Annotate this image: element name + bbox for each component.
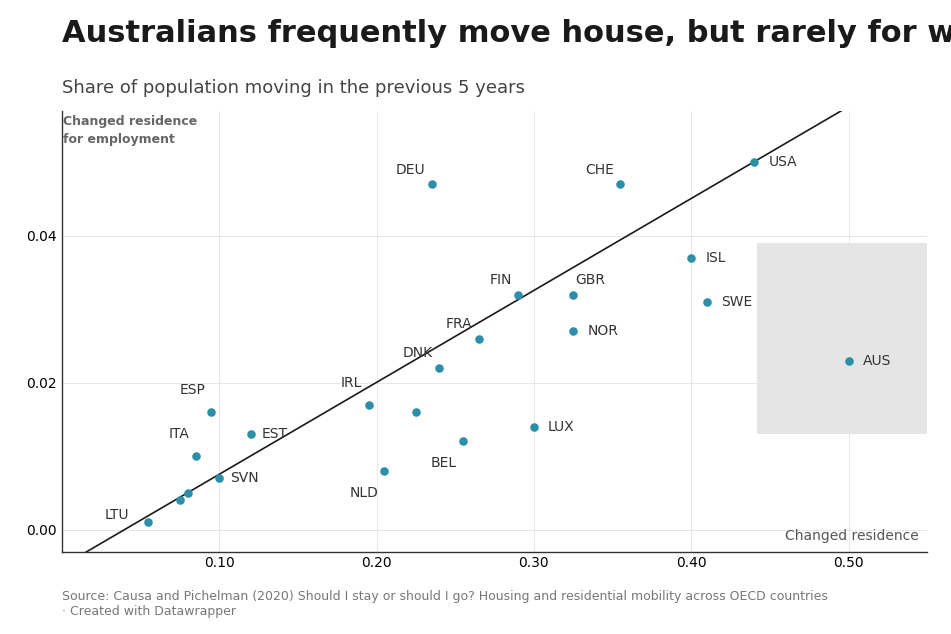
Point xyxy=(141,517,156,527)
Point xyxy=(172,495,187,505)
Text: FIN: FIN xyxy=(490,273,512,287)
Point xyxy=(526,422,541,432)
Text: SWE: SWE xyxy=(721,295,752,309)
Text: LTU: LTU xyxy=(105,508,129,522)
Text: Changed residence: Changed residence xyxy=(785,529,919,543)
Text: NOR: NOR xyxy=(588,324,618,339)
Text: EST: EST xyxy=(262,427,287,441)
Text: LUX: LUX xyxy=(548,420,574,434)
Point xyxy=(456,436,471,446)
Text: DEU: DEU xyxy=(396,163,425,177)
Text: BEL: BEL xyxy=(431,456,456,470)
Text: USA: USA xyxy=(768,155,797,169)
Text: IRL: IRL xyxy=(341,376,362,390)
Point xyxy=(361,399,377,410)
Text: DNK: DNK xyxy=(403,346,433,360)
Point xyxy=(204,407,219,417)
Text: Share of population moving in the previous 5 years: Share of population moving in the previo… xyxy=(62,79,525,97)
Point xyxy=(747,157,762,167)
Text: Source: Causa and Pichelman (2020) Should I stay or should I go? Housing and res: Source: Causa and Pichelman (2020) Shoul… xyxy=(62,590,827,618)
Point xyxy=(424,179,439,190)
Text: ESP: ESP xyxy=(179,383,205,397)
Point xyxy=(471,333,486,344)
Point xyxy=(566,327,581,337)
Point xyxy=(377,466,392,476)
Text: AUS: AUS xyxy=(863,354,891,368)
Point xyxy=(566,290,581,300)
Text: Australians frequently move house, but rarely for work: Australians frequently move house, but r… xyxy=(62,19,951,48)
Point xyxy=(408,407,423,417)
Text: CHE: CHE xyxy=(585,163,614,177)
Point xyxy=(243,429,259,439)
Text: Changed residence
for employment: Changed residence for employment xyxy=(63,115,197,146)
Text: ISL: ISL xyxy=(706,251,726,265)
Text: ITA: ITA xyxy=(168,427,189,441)
Text: GBR: GBR xyxy=(574,273,605,287)
Point xyxy=(841,356,856,366)
Point xyxy=(180,488,195,498)
Point xyxy=(511,290,526,300)
Text: FRA: FRA xyxy=(446,317,473,331)
Point xyxy=(612,179,628,190)
Point xyxy=(188,451,204,461)
Point xyxy=(684,253,699,263)
Point xyxy=(699,297,714,307)
FancyBboxPatch shape xyxy=(757,243,927,434)
Text: NLD: NLD xyxy=(349,486,378,500)
Text: SVN: SVN xyxy=(230,471,259,485)
Point xyxy=(432,363,447,373)
Point xyxy=(211,473,226,483)
